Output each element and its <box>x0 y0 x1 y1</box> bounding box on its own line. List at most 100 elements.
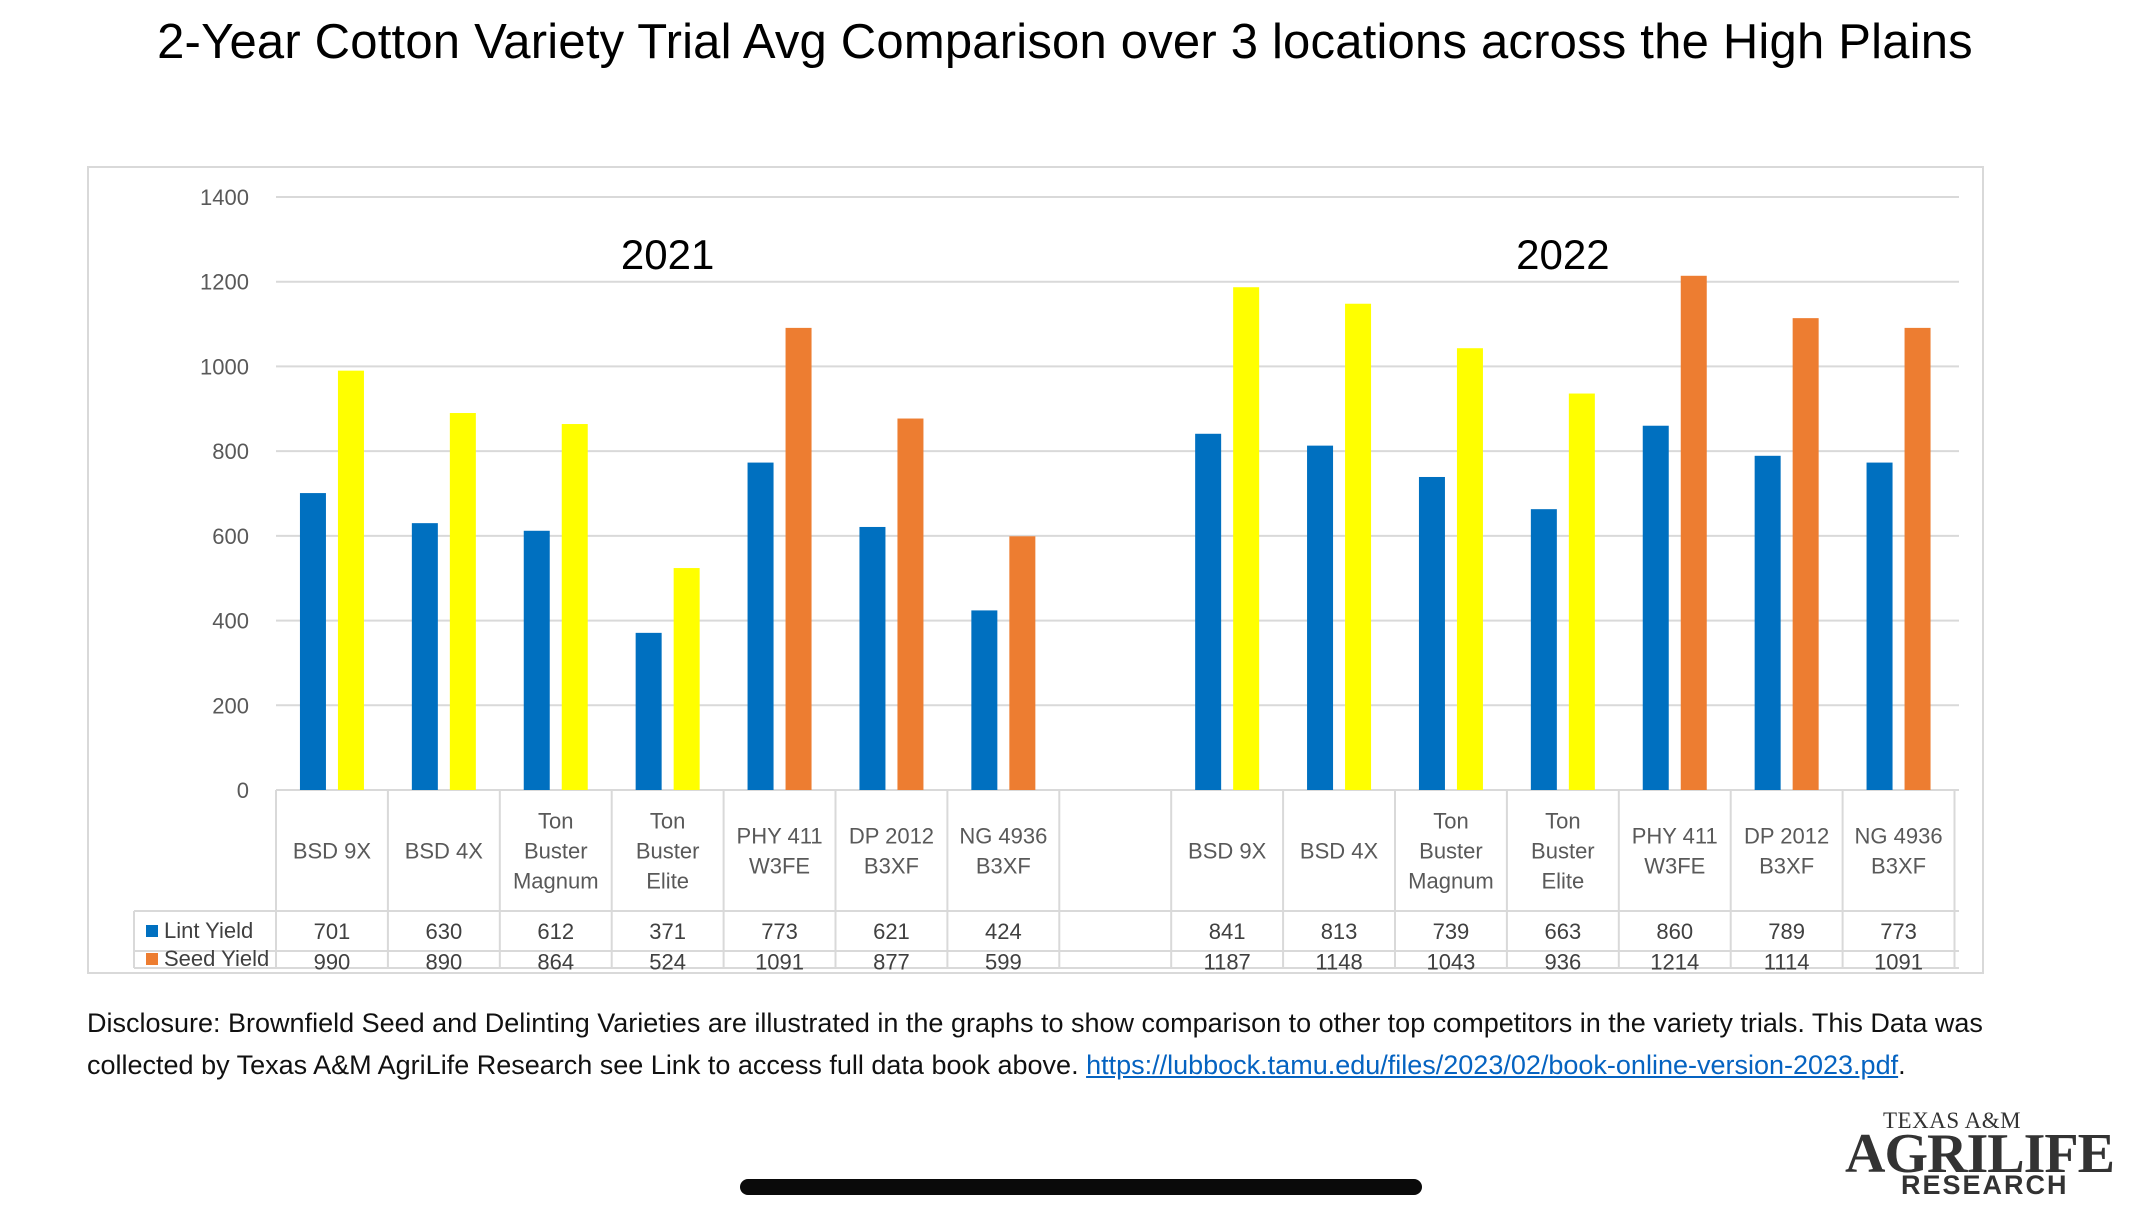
category-label: PHY 411 <box>737 824 823 849</box>
category-label: BSD 9X <box>293 839 372 864</box>
category-label: W3FE <box>749 854 810 879</box>
year-label: 2022 <box>1516 231 1609 278</box>
lint-bar <box>1418 476 1445 790</box>
lint-bar <box>523 530 550 790</box>
lint-value: 773 <box>761 919 798 944</box>
disclosure-text: Disclosure: Brownfield Seed and Delintin… <box>87 1002 2067 1086</box>
lint-value: 630 <box>425 919 462 944</box>
seed-value: 524 <box>649 950 686 975</box>
seed-value: 1187 <box>1203 950 1250 975</box>
category-label: DP 2012 <box>1744 824 1829 849</box>
lint-value: 424 <box>985 919 1022 944</box>
lint-bar <box>1307 445 1334 790</box>
seed-bar <box>1345 303 1372 790</box>
lint-bar <box>971 610 998 790</box>
category-label: Buster <box>1531 839 1595 864</box>
seed-value: 1043 <box>1426 950 1475 975</box>
category-label: Ton <box>1433 809 1468 834</box>
seed-bar <box>1233 287 1260 790</box>
lint-value: 371 <box>649 919 686 944</box>
category-label: Elite <box>646 869 689 894</box>
y-tick-label: 0 <box>237 778 249 803</box>
seed-value: 864 <box>537 950 574 975</box>
lint-value: 739 <box>1433 919 1470 944</box>
lint-value: 789 <box>1768 919 1805 944</box>
lint-value: 663 <box>1544 919 1581 944</box>
lint-bar <box>1866 462 1893 790</box>
disclosure-body: Disclosure: Brownfield Seed and Delintin… <box>87 1008 1983 1080</box>
legend-swatch-lint <box>146 925 158 937</box>
category-label: B3XF <box>1871 854 1926 879</box>
category-label: Buster <box>524 839 588 864</box>
category-label: Magnum <box>513 869 599 894</box>
legend-label-lint: Lint Yield <box>164 918 253 943</box>
seed-value: 990 <box>314 950 351 975</box>
lint-bar <box>1642 425 1669 790</box>
lint-bar <box>747 462 774 790</box>
lint-bar <box>411 523 438 790</box>
y-tick-label: 600 <box>212 524 249 549</box>
category-label: Buster <box>636 839 700 864</box>
seed-bar <box>561 424 588 790</box>
lint-value: 813 <box>1321 919 1358 944</box>
category-label: Elite <box>1541 869 1584 894</box>
category-label: BSD 9X <box>1188 839 1267 864</box>
agrilife-logo: TEXAS A&M AGRILIFE RESEARCH <box>1845 1106 2115 1201</box>
data-book-link[interactable]: https://lubbock.tamu.edu/files/2023/02/b… <box>1086 1050 1899 1080</box>
lint-bar <box>1754 455 1781 790</box>
seed-value: 1214 <box>1650 950 1699 975</box>
category-label: B3XF <box>864 854 919 879</box>
disclosure-end: . <box>1898 1050 1906 1080</box>
seed-bar <box>1904 327 1931 790</box>
lint-bar <box>635 632 662 790</box>
bar-chart: 0 200 400 600 800 1000 1200 1400 BSD 9X 701 990 BSD… <box>133 185 1959 975</box>
seed-value: 1091 <box>1874 950 1923 975</box>
lint-value: 773 <box>1880 919 1917 944</box>
seed-value: 1148 <box>1315 950 1362 975</box>
legend-swatch-seed <box>146 953 158 965</box>
category-label: B3XF <box>1759 854 1814 879</box>
category-label: Magnum <box>1408 869 1494 894</box>
category-label: Ton <box>1545 809 1580 834</box>
category-label: Buster <box>1419 839 1483 864</box>
category-label: PHY 411 <box>1632 824 1718 849</box>
seed-bar <box>449 413 476 790</box>
seed-bar <box>1009 536 1036 790</box>
lint-bar <box>1530 509 1557 790</box>
lint-value: 841 <box>1209 919 1246 944</box>
seed-bar <box>337 370 364 790</box>
year-label: 2021 <box>621 231 714 278</box>
y-tick-label: 1200 <box>200 270 249 295</box>
y-tick-label: 200 <box>212 693 249 718</box>
seed-value: 877 <box>873 950 910 975</box>
y-tick-label: 1400 <box>200 185 249 210</box>
legend-label-seed: Seed Yield <box>164 946 269 971</box>
category-label: Ton <box>650 809 685 834</box>
category-label: Ton <box>538 809 573 834</box>
lint-value: 621 <box>873 919 910 944</box>
lint-bar <box>299 493 326 790</box>
seed-value: 599 <box>985 950 1022 975</box>
seed-value: 936 <box>1544 950 1581 975</box>
category-label: NG 4936 <box>1855 824 1943 849</box>
home-indicator-bar[interactable] <box>740 1179 1422 1195</box>
lint-value: 612 <box>537 919 574 944</box>
y-tick-label: 400 <box>212 609 249 634</box>
seed-bar <box>1680 275 1707 790</box>
category-label: DP 2012 <box>849 824 934 849</box>
seed-value: 1114 <box>1764 950 1810 975</box>
chart-container: 0 200 400 600 800 1000 1200 1400 BSD 9X 701 990 BSD… <box>87 166 1984 975</box>
seed-value: 890 <box>425 950 462 975</box>
category-label: B3XF <box>976 854 1031 879</box>
seed-value: 1091 <box>755 950 804 975</box>
lint-bar <box>1195 433 1222 790</box>
y-tick-label: 1000 <box>200 354 249 379</box>
logo-line-research: RESEARCH <box>1901 1170 2069 1200</box>
logo-line-agrilife: AGRILIFE <box>1845 1123 2115 1185</box>
seed-bar <box>897 418 924 790</box>
lint-value: 860 <box>1656 919 1693 944</box>
seed-bar <box>1456 348 1483 790</box>
seed-bar <box>673 568 700 790</box>
y-tick-label: 800 <box>212 439 249 464</box>
page-title: 2-Year Cotton Variety Trial Avg Comparis… <box>157 15 1973 69</box>
